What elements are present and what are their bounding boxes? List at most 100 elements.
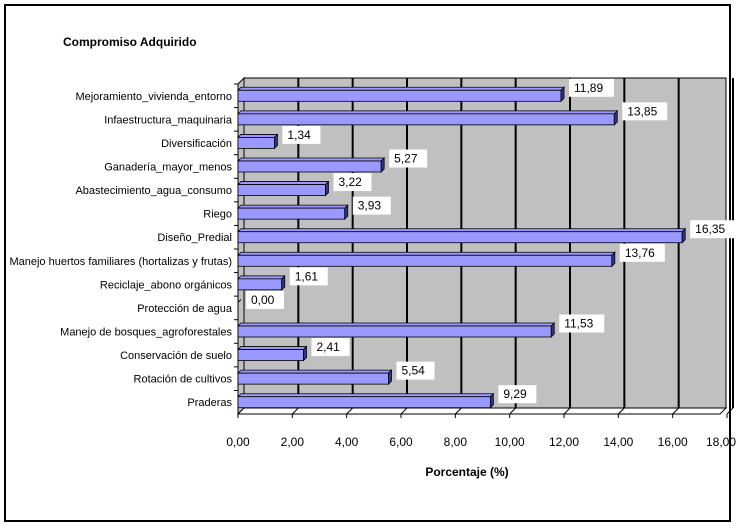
bar-zero-mark (237, 299, 242, 303)
data-label-box (498, 385, 537, 404)
x-tick-label: 4,00 (335, 435, 359, 449)
bar-top-face (237, 86, 565, 91)
category-label: Abastecimiento_agua_consumo (75, 185, 232, 197)
category-label: Ganadería_mayor_menos (104, 162, 232, 174)
category-label: Rotación de cultivos (134, 374, 233, 386)
gridline-depth (454, 407, 462, 415)
category-label: Riego (203, 209, 232, 221)
data-label: 3,22 (338, 175, 362, 189)
data-label-box (352, 196, 391, 215)
bar-top-face (237, 204, 349, 209)
category-label: Diseño_Predial (157, 232, 232, 244)
bar-front-face (237, 89, 562, 102)
bar: 0,00 (237, 290, 284, 309)
x-tick-label: 10,00 (495, 435, 525, 449)
bar-end-face (281, 274, 286, 291)
bar-end-face (325, 180, 329, 197)
x-tick-label: 0,00 (226, 435, 250, 449)
x-tick-label: 12,00 (549, 435, 579, 449)
category-label: Manejo de bosques_agroforestales (60, 327, 232, 339)
bar-end-face (611, 251, 616, 268)
bar-front-face (237, 207, 346, 220)
bar-end-face (613, 109, 618, 126)
bar-end-face (380, 157, 385, 173)
data-label-box (289, 267, 328, 286)
category-label: Diversificación (161, 138, 232, 150)
bar-end-face (681, 227, 686, 244)
x-tick-labels: 0,00 2,00 4,00 6,00 8,00 10,00 12,00 14,00 16,00… (226, 414, 736, 449)
data-label: 0,00 (251, 293, 275, 307)
category-labels: Mejoramiento_vivienda_entorno Infaestruct… (9, 83, 238, 409)
x-tick-label: 14,00 (603, 435, 633, 449)
data-label: 11,89 (574, 81, 603, 95)
x-tick-label: 16,00 (658, 435, 688, 449)
category-label: Mejoramiento_vivienda_entorno (75, 91, 232, 103)
category-label: Reciclaje_abono orgánicos (100, 279, 233, 291)
data-label-box (311, 338, 350, 357)
bar: 9,29 (237, 385, 537, 409)
category-label: Infaestructura_maquinaria (104, 114, 233, 126)
data-label: 2,41 (316, 340, 340, 354)
bar-end-face (388, 369, 392, 386)
bar-end-face (560, 86, 565, 103)
x-tick-label: 6,00 (389, 435, 413, 449)
data-label-box (246, 290, 284, 309)
bar-top-face (237, 228, 687, 233)
bar-top-face (237, 134, 279, 138)
data-label: 13,85 (627, 104, 657, 118)
data-label-box (690, 220, 736, 239)
bar: 13,76 (237, 243, 665, 268)
data-label-box (389, 149, 428, 168)
bar: 5,54 (237, 361, 435, 386)
bar-end-face (274, 133, 278, 150)
bar-top-face (237, 393, 495, 398)
gridline-depth (400, 407, 408, 415)
bar: 11,89 (237, 78, 615, 103)
bar: 2,41 (237, 338, 350, 362)
bar: 3,93 (237, 196, 391, 221)
bar-top-face (237, 322, 556, 327)
gridline-depth (346, 407, 354, 415)
data-label: 5,27 (394, 152, 418, 166)
bar: 11,53 (237, 314, 605, 338)
x-tick-label: 8,00 (444, 435, 468, 449)
bar: 16,35 (237, 220, 736, 244)
gridline-depth (617, 407, 625, 415)
data-label-box (396, 361, 435, 380)
bar-end-face (344, 204, 349, 221)
bar-front-face (237, 396, 491, 409)
gridline-depth (563, 407, 571, 415)
bar-front-face (237, 113, 615, 126)
bar-top-face (237, 346, 308, 350)
bar-end-face (489, 392, 494, 409)
data-label: 11,53 (564, 317, 593, 331)
bar-front-face (237, 231, 683, 244)
bar-top-face (237, 110, 619, 115)
bar-top-face (237, 181, 330, 185)
data-label: 1,61 (295, 269, 319, 283)
bar-top-face (237, 251, 616, 256)
bar-top-face (237, 369, 393, 374)
bar-front-face (237, 184, 326, 196)
x-tick-label: 2,00 (281, 435, 305, 449)
category-label: Praderas (187, 397, 232, 409)
bar-front-face (237, 278, 283, 291)
data-label: 9,29 (503, 387, 527, 401)
data-label-box (282, 125, 321, 144)
gridline-depth (509, 407, 517, 415)
bar-front-face (237, 349, 304, 361)
bar-end-face (303, 345, 307, 362)
bar-top-face (237, 275, 286, 280)
bar-front-face (237, 325, 552, 338)
gridline-depth (726, 407, 734, 415)
bar-front-face (237, 254, 613, 267)
bars: 11,89 13,85 1,34 5,27 3,22 3,93 16,35 13,76 1,61… (237, 78, 736, 409)
plot-side-wall (237, 76, 245, 416)
category-label: Conservación de suelo (120, 350, 232, 362)
data-label-box (622, 102, 668, 121)
data-label: 5,54 (402, 364, 426, 378)
gridline-depth (291, 407, 299, 415)
bar: 13,85 (237, 102, 668, 126)
bar: 1,61 (237, 267, 328, 291)
